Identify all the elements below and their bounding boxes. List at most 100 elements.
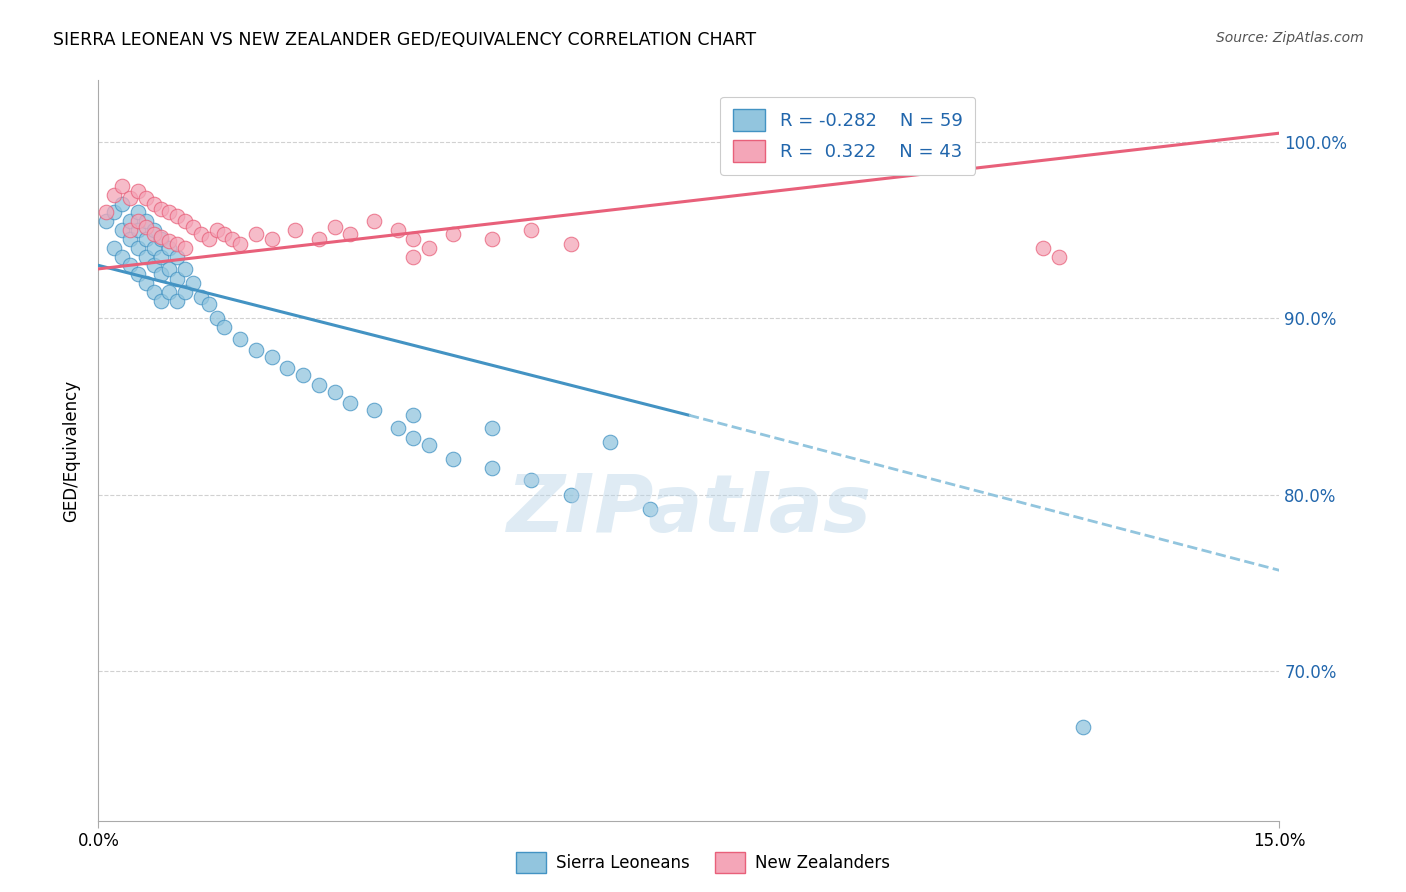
Point xyxy=(157,285,180,299)
Point xyxy=(166,237,188,252)
Point xyxy=(118,191,141,205)
Text: Source: ZipAtlas.com: Source: ZipAtlas.com xyxy=(1216,31,1364,45)
Point xyxy=(339,396,361,410)
Point xyxy=(418,438,440,452)
Legend: R = -0.282    N = 59, R =  0.322    N = 43: R = -0.282 N = 59, R = 0.322 N = 43 xyxy=(720,96,976,175)
Point xyxy=(441,227,464,241)
Point xyxy=(174,285,197,299)
Point xyxy=(245,227,267,241)
Point xyxy=(418,241,440,255)
Point xyxy=(1047,250,1070,264)
Point xyxy=(96,205,118,219)
Point xyxy=(103,187,125,202)
Point xyxy=(142,258,165,272)
Point xyxy=(157,205,180,219)
Point xyxy=(135,219,157,234)
Point xyxy=(174,214,197,228)
Point xyxy=(181,276,204,290)
Point xyxy=(166,272,188,286)
Point xyxy=(276,360,298,375)
Point xyxy=(142,196,165,211)
Point xyxy=(402,232,425,246)
Point xyxy=(181,219,204,234)
Point xyxy=(127,267,149,281)
Point xyxy=(1071,720,1094,734)
Point xyxy=(135,276,157,290)
Point xyxy=(260,350,283,364)
Point xyxy=(520,474,543,488)
Point xyxy=(387,223,409,237)
Point xyxy=(363,214,385,228)
Point xyxy=(127,214,149,228)
Point xyxy=(363,403,385,417)
Point xyxy=(190,227,212,241)
Point xyxy=(323,385,346,400)
Point xyxy=(150,232,173,246)
Point xyxy=(166,209,188,223)
Point xyxy=(599,434,621,449)
Point xyxy=(308,378,330,392)
Point xyxy=(560,237,582,252)
Point xyxy=(111,196,134,211)
Point xyxy=(205,311,228,326)
Point xyxy=(127,223,149,237)
Point xyxy=(205,223,228,237)
Point xyxy=(292,368,315,382)
Point xyxy=(111,250,134,264)
Point xyxy=(135,232,157,246)
Point xyxy=(142,223,165,237)
Text: SIERRA LEONEAN VS NEW ZEALANDER GED/EQUIVALENCY CORRELATION CHART: SIERRA LEONEAN VS NEW ZEALANDER GED/EQUI… xyxy=(53,31,756,49)
Legend: Sierra Leoneans, New Zealanders: Sierra Leoneans, New Zealanders xyxy=(509,846,897,880)
Point xyxy=(339,227,361,241)
Point xyxy=(387,420,409,434)
Point xyxy=(260,232,283,246)
Point xyxy=(118,258,141,272)
Point xyxy=(118,232,141,246)
Point xyxy=(157,241,180,255)
Point xyxy=(118,214,141,228)
Point xyxy=(214,320,236,334)
Point xyxy=(127,184,149,198)
Point xyxy=(214,227,236,241)
Point xyxy=(103,241,125,255)
Point xyxy=(481,420,503,434)
Point xyxy=(157,234,180,248)
Point xyxy=(142,227,165,241)
Point xyxy=(166,293,188,308)
Point xyxy=(638,501,661,516)
Point xyxy=(142,285,165,299)
Point xyxy=(135,250,157,264)
Point xyxy=(229,332,252,346)
Point xyxy=(229,237,252,252)
Point xyxy=(481,461,503,475)
Point xyxy=(118,223,141,237)
Point xyxy=(166,250,188,264)
Point xyxy=(103,205,125,219)
Point xyxy=(560,487,582,501)
Point xyxy=(157,261,180,276)
Point xyxy=(402,408,425,422)
Point xyxy=(323,219,346,234)
Point xyxy=(481,232,503,246)
Point xyxy=(111,179,134,194)
Point xyxy=(150,267,173,281)
Point xyxy=(308,232,330,246)
Y-axis label: GED/Equivalency: GED/Equivalency xyxy=(62,379,80,522)
Point xyxy=(96,214,118,228)
Point xyxy=(197,232,219,246)
Point xyxy=(135,214,157,228)
Point xyxy=(441,452,464,467)
Point xyxy=(245,343,267,357)
Point xyxy=(150,202,173,216)
Point xyxy=(150,230,173,244)
Point xyxy=(1032,241,1054,255)
Point xyxy=(111,223,134,237)
Point xyxy=(174,241,197,255)
Point xyxy=(520,223,543,237)
Point xyxy=(150,293,173,308)
Point xyxy=(127,205,149,219)
Point xyxy=(190,290,212,304)
Point xyxy=(142,241,165,255)
Point xyxy=(284,223,307,237)
Point xyxy=(221,232,243,246)
